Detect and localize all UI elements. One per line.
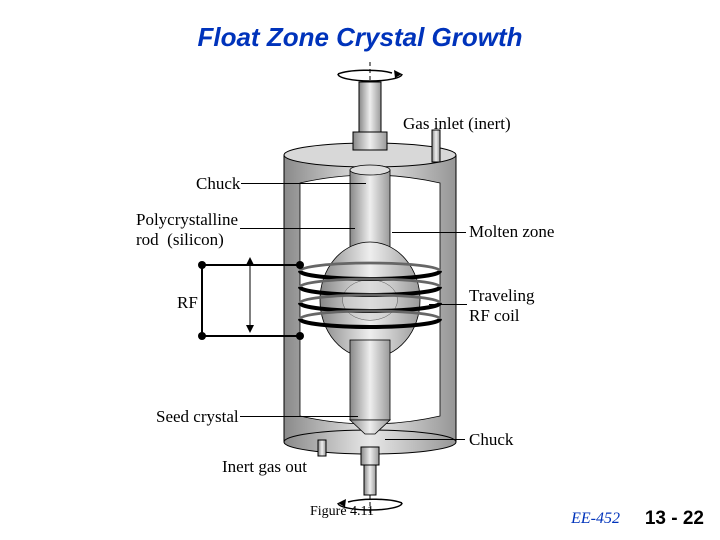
label-travel-coil: Traveling RF coil [469,286,535,326]
leader-travel [429,304,467,305]
leader-chuck-bottom [385,439,465,440]
page-number: 13 - 22 [645,508,704,530]
leader-seed [240,416,358,417]
label-inert-out: Inert gas out [222,457,307,477]
label-rf: RF [177,293,198,313]
leader-chuck-top [241,183,366,184]
label-poly-rod: Polycrystalline rod (silicon) [136,210,238,250]
label-chuck-top: Chuck [196,174,240,194]
apparatus-diagram [0,0,720,540]
label-gas-inlet: Gas inlet (inert) [403,114,511,134]
label-chuck-bottom: Chuck [469,430,513,450]
leader-molten [392,232,466,233]
figure-caption: Figure 4.11 [310,504,374,520]
course-code: EE-452 [571,510,620,528]
label-seed: Seed crystal [156,407,239,427]
leader-poly [240,228,355,229]
label-molten-zone: Molten zone [469,222,554,242]
